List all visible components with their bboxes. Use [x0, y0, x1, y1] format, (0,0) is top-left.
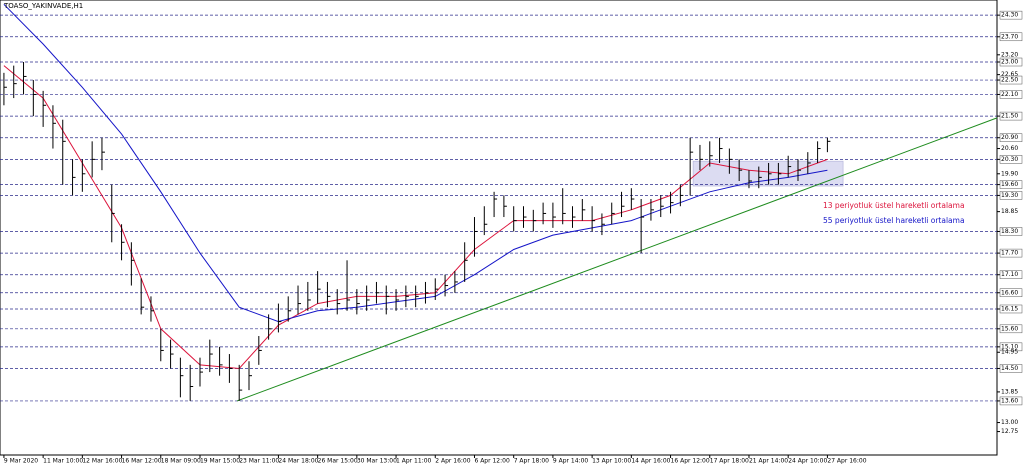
x-tick-label: 16 Apr 12:00 [671, 458, 710, 465]
x-tick-label: 24 Mar 18:00 [278, 458, 318, 465]
y-tick-label: 22.10 [1001, 91, 1018, 98]
level-label-box [999, 57, 1023, 67]
x-tick-label: 9 Apr 14:00 [553, 458, 588, 465]
y-tick-label: 16.15 [1001, 305, 1018, 312]
x-tick-label: 23 Mar 11:00 [239, 458, 279, 465]
x-tick-label: 26 Mar 15:00 [318, 458, 358, 465]
y-tick-label: 23.00 [1001, 59, 1018, 66]
y-tick-label: 22.50 [1001, 77, 1018, 84]
x-tick-label: 16 Mar 12:00 [122, 458, 162, 465]
y-tick-label: 22.65 [1001, 71, 1018, 78]
y-tick-label: 23.20 [1001, 51, 1018, 58]
y-tick-label: 23.70 [1001, 33, 1018, 40]
y-tick-label: 13.85 [1001, 388, 1018, 395]
y-tick-label: 18.30 [1001, 228, 1018, 235]
x-tick-label: 7 Apr 18:00 [514, 458, 549, 465]
level-label-box [999, 111, 1023, 121]
level-label-box [999, 155, 1023, 164]
level-label-box [999, 75, 1023, 85]
y-tick-label: 20.30 [1001, 156, 1018, 163]
x-tick-label: 12 Mar 16:00 [82, 458, 122, 465]
legend-entry: 13 periyotluk üstel hareketli ortalama [823, 201, 965, 210]
plot-frame [0, 0, 998, 456]
x-tick-label: 2 Apr 16:00 [435, 458, 470, 465]
level-label-box [999, 32, 1023, 42]
level-label-box [999, 180, 1023, 189]
legend-entry: 55 periyotluk üstel hareketli ortalama [823, 216, 965, 225]
y-tick-label: 19.30 [1001, 192, 1018, 199]
x-tick-label: 11 Mar 10:00 [43, 458, 83, 465]
level-label-box [999, 270, 1023, 279]
x-tick-label: 18 Mar 09:00 [161, 458, 201, 465]
x-tick-label: 14 Apr 16:00 [631, 458, 670, 465]
y-tick-label: 15.10 [1001, 343, 1018, 350]
level-label-box [999, 191, 1023, 200]
level-label-box [999, 90, 1023, 99]
level-label-box [999, 304, 1023, 314]
level-label-box [999, 324, 1023, 334]
level-label-box [999, 288, 1023, 298]
x-tick-label: 13 Apr 10:00 [592, 458, 631, 465]
level-label-box [999, 342, 1023, 352]
x-tick-label: 9 Mar 2020 [4, 458, 38, 465]
y-tick-label: 13.00 [1001, 419, 1018, 426]
y-tick-label: 17.70 [1001, 250, 1018, 257]
x-tick-label: 27 Apr 16:00 [827, 458, 866, 465]
x-tick-label: 24 Apr 10:00 [788, 458, 827, 465]
level-label-box [999, 396, 1023, 406]
y-tick-label: 12.75 [1001, 428, 1018, 435]
y-tick-label: 14.95 [1001, 349, 1018, 356]
y-tick-label: 13.60 [1001, 397, 1018, 404]
y-tick-label: 24.30 [1001, 12, 1018, 19]
level-label-box [999, 133, 1023, 142]
trend-line [237, 117, 998, 402]
x-tick-label: 1 Apr 11:00 [396, 458, 431, 465]
level-label-box [999, 10, 1023, 20]
y-tick-label: 20.90 [1001, 134, 1018, 141]
y-tick-label: 18.85 [1001, 208, 1018, 215]
chart-title: TOASO_YAKINVADE,H1 [3, 2, 83, 10]
level-label-box [999, 364, 1023, 373]
level-label-box [999, 248, 1023, 258]
x-tick-label: 17 Apr 18:00 [710, 458, 749, 465]
y-tick-label: 16.60 [1001, 289, 1018, 296]
y-tick-label: 15.60 [1001, 325, 1018, 332]
y-tick-label: 20.60 [1001, 145, 1018, 152]
x-tick-label: 6 Apr 12:00 [474, 458, 509, 465]
x-tick-label: 21 Apr 14:00 [749, 458, 788, 465]
y-tick-label: 19.60 [1001, 181, 1018, 188]
y-tick-label: 14.50 [1001, 365, 1018, 372]
level-label-box [999, 227, 1023, 236]
y-tick-label: 19.90 [1001, 170, 1018, 177]
y-tick-label: 21.50 [1001, 113, 1018, 120]
y-tick-label: 17.10 [1001, 271, 1018, 278]
x-tick-label: 19 Mar 15:00 [200, 458, 240, 465]
x-tick-label: 30 Mar 13:00 [357, 458, 397, 465]
